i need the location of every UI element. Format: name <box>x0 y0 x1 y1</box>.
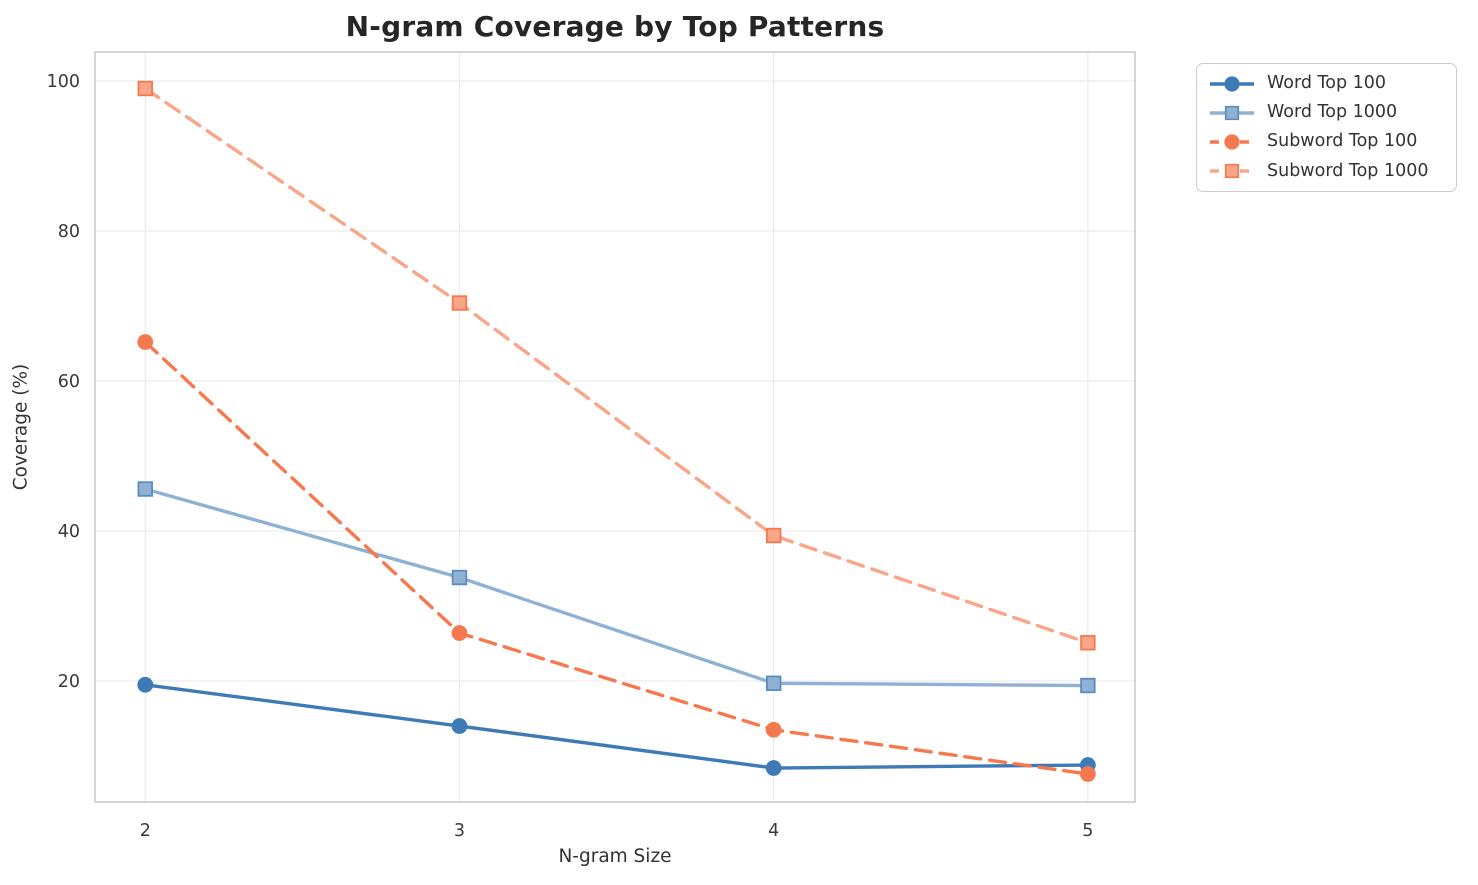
series-word-top-1000-marker <box>765 675 782 691</box>
circle-marker-icon <box>1224 76 1240 92</box>
legend: Word Top 100 Word Top 1000 Subword Top 100… <box>1196 63 1457 192</box>
y-tick-label: 100 <box>47 72 80 92</box>
series-line-subword-top-1000 <box>143 86 1090 645</box>
legend-label: Word Top 100 <box>1267 72 1387 93</box>
series-word-top-1000-marker <box>1080 677 1096 694</box>
legend-item-subword-top-100: Subword Top 100 <box>1197 132 1456 152</box>
legend-item-word-top-100: Word Top 100 <box>1197 74 1456 94</box>
series-line-subword-top-100 <box>143 340 1090 776</box>
series-subword-top-1000-marker <box>451 295 468 311</box>
legend-label: Subword Top 100 <box>1267 131 1418 152</box>
legend-label: Word Top 1000 <box>1267 102 1398 123</box>
square-marker-icon <box>1224 164 1240 179</box>
square-marker-icon <box>1224 105 1240 120</box>
plot-border <box>94 51 1136 803</box>
series-word-top-100-marker <box>137 676 154 693</box>
series-subword-top-100-marker <box>137 334 154 350</box>
series-subword-top-100-marker <box>451 625 468 641</box>
series-subword-top-100-marker <box>765 721 782 738</box>
series-line-word-top-100 <box>143 683 1090 770</box>
series-subword-top-1000-marker <box>765 527 782 544</box>
series-subword-top-1000-marker <box>137 80 153 97</box>
chart-title: N-gram Coverage by Top Patterns <box>345 10 885 43</box>
series-line-word-top-1000 <box>143 487 1090 688</box>
x-tick-label: 4 <box>768 821 779 841</box>
y-tick-label: 20 <box>58 672 80 692</box>
legend-swatch-subword-top-100 <box>1210 134 1254 150</box>
x-axis-label: N-gram Size <box>558 846 672 867</box>
x-tick-label: 5 <box>1082 821 1093 841</box>
x-tick-label: 3 <box>454 821 465 841</box>
series-subword-top-1000-marker <box>1080 635 1096 651</box>
series-word-top-1000-marker <box>451 569 468 586</box>
legend-item-word-top-1000: Word Top 1000 <box>1197 103 1456 123</box>
legend-swatch-subword-top-1000 <box>1210 164 1254 179</box>
circle-marker-icon <box>1224 134 1240 150</box>
y-tick-label: 60 <box>58 372 80 392</box>
legend-swatch-word-top-100 <box>1210 76 1254 92</box>
legend-item-subword-top-1000: Subword Top 1000 <box>1197 161 1456 181</box>
y-tick-label: 40 <box>58 522 80 542</box>
y-axis-label: Coverage (%) <box>10 363 32 491</box>
x-tick-label: 2 <box>140 821 151 841</box>
series-word-top-1000-marker <box>137 481 153 497</box>
series-subword-top-100-marker <box>1079 766 1096 782</box>
legend-label: Subword Top 1000 <box>1267 160 1429 181</box>
y-tick-label: 80 <box>58 222 80 242</box>
legend-swatch-word-top-1000 <box>1210 105 1254 120</box>
series-word-top-100-marker <box>765 760 782 776</box>
series-word-top-100-marker <box>451 718 468 734</box>
